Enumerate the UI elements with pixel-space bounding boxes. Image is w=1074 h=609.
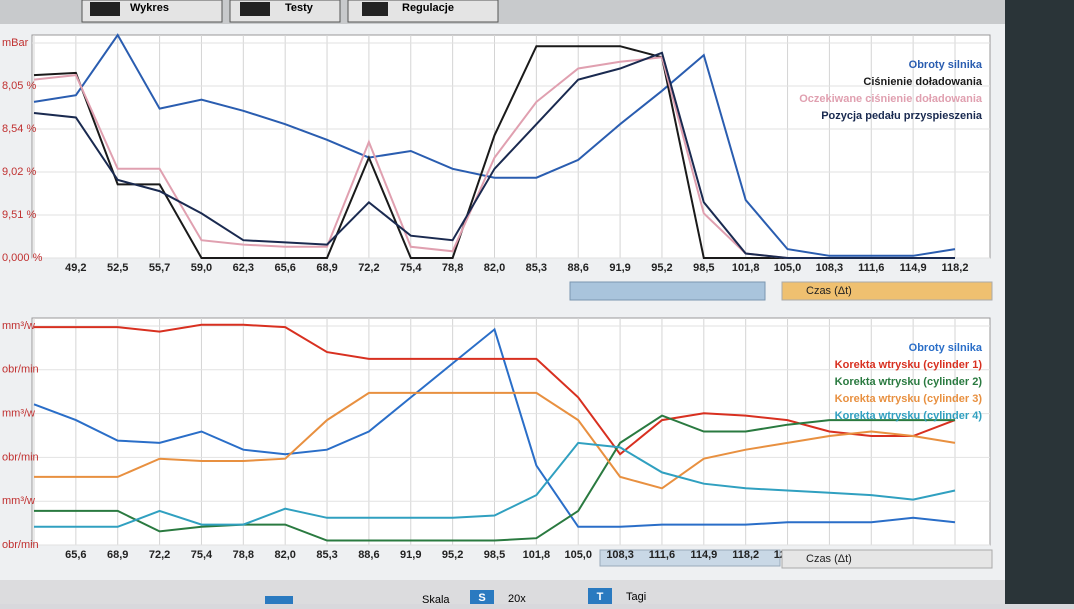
axis-unit-label: mm³/w	[2, 320, 35, 332]
axis-unit-label: 8,05 %	[2, 80, 36, 92]
scrollbar-thumb[interactable]	[599, 549, 781, 567]
footer-label: Skala	[422, 594, 450, 604]
legend-entry: Korekta wtrysku (cylinder 1)	[835, 359, 983, 371]
x-tick-label: 118,2	[732, 549, 759, 561]
x-tick-label: 59,0	[191, 262, 212, 274]
x-tick-label: 78,8	[442, 262, 463, 274]
x-tick-label: 75,4	[400, 262, 422, 274]
x-tick-label: 111,6	[858, 262, 884, 274]
tab[interactable]: Testy	[229, 0, 341, 23]
x-tick-label: 72,2	[149, 549, 170, 561]
axis-unit-label: mm³/w	[2, 495, 35, 507]
tab-icon	[240, 2, 270, 16]
series-line	[34, 441, 956, 528]
x-tick-label: 114,9	[690, 549, 717, 561]
series-line	[33, 327, 956, 528]
footer-button[interactable]	[588, 588, 612, 604]
tab-label: Regulacje	[402, 2, 454, 14]
x-tick-label: 108,3	[606, 549, 634, 561]
x-tick-label: 118,2	[942, 262, 969, 274]
dropdown	[781, 281, 993, 301]
x-tick-label: 88,6	[568, 262, 589, 274]
axis-unit-label: 0,000 %	[2, 252, 43, 264]
legend-entry: Obroty silnika	[909, 342, 983, 354]
legend-entry: Oczekiwane ciśnienie doładowania	[799, 93, 983, 105]
dropdown-label: Czas (Δt)	[806, 285, 852, 297]
x-tick-label: 78,8	[233, 549, 254, 561]
plot-area	[31, 317, 991, 546]
x-tick-label: 72,2	[358, 262, 379, 274]
x-tick-label: 111,6	[649, 549, 675, 561]
x-tick-label: 68,9	[316, 262, 337, 274]
x-tick-label: 55,7	[149, 262, 170, 274]
footer-bar	[0, 580, 1005, 604]
axis-unit-label: mBar	[2, 37, 29, 49]
axis-unit-label: 8,54 %	[2, 123, 36, 135]
x-tick-label: 49,2	[65, 262, 86, 274]
x-tick-label: 85,3	[526, 262, 547, 274]
x-tick-label: 95,2	[651, 262, 672, 274]
plot-area	[31, 34, 991, 259]
x-tick-label: 82,0	[484, 262, 505, 274]
x-tick-label: 91,9	[609, 262, 630, 274]
tab-label: Wykres	[130, 2, 169, 14]
x-tick-label: 52,5	[107, 262, 128, 274]
tab[interactable]: Wykres	[81, 0, 223, 23]
axis-unit-label: 9,02 %	[2, 166, 36, 178]
x-tick-label: 105,0	[774, 262, 802, 274]
x-tick-label: 85,3	[316, 549, 337, 561]
x-tick-label: 98,5	[484, 549, 505, 561]
x-tick-label: 108,3	[816, 262, 844, 274]
footer-icon: T	[597, 591, 604, 603]
axis-unit-label: obr/min	[2, 539, 39, 551]
scrollbar-thumb[interactable]	[569, 281, 766, 301]
x-tick-label: 75,4	[191, 549, 213, 561]
x-tick-label: 105,0	[564, 549, 592, 561]
series-line	[34, 414, 955, 542]
axis-unit-label: obr/min	[2, 364, 39, 376]
axis-unit-label: obr/min	[2, 451, 39, 463]
axis-unit-label: 9,51 %	[2, 209, 36, 221]
legend-entry: Pozycja pedału przyspieszenia	[821, 110, 983, 122]
x-tick-label: 62,3	[233, 262, 254, 274]
x-tick-label: 65,6	[65, 549, 86, 561]
series-line	[34, 391, 956, 490]
series-line	[33, 33, 956, 257]
legend-entry: Obroty silnika	[909, 59, 983, 71]
monitor-frame	[1005, 0, 1074, 604]
footer-button[interactable]	[265, 596, 293, 604]
tab-label: Testy	[285, 2, 314, 14]
x-tick-label: 114,9	[900, 262, 927, 274]
x-tick-label: 101,8	[732, 262, 760, 274]
x-tick-label: 82,0	[274, 549, 295, 561]
x-tick-label: 101,8	[523, 549, 551, 561]
x-tick-label: 88,6	[358, 549, 379, 561]
series-line	[33, 51, 955, 259]
axis-unit-label: mm³/w	[2, 408, 35, 420]
dropdown	[781, 549, 993, 569]
x-tick-label: 65,6	[274, 262, 295, 274]
tab-icon	[90, 2, 120, 16]
footer-icon: S	[478, 592, 485, 604]
legend-entry: Korekta wtrysku (cylinder 4)	[835, 410, 983, 422]
dropdown-label: Czas (Δt)	[806, 553, 852, 565]
x-tick-label: 68,9	[107, 549, 128, 561]
tab[interactable]: Regulacje	[347, 0, 499, 23]
tab-icon	[362, 2, 388, 16]
x-tick-label: 91,9	[400, 549, 421, 561]
scale-value[interactable]: 20x	[508, 593, 526, 605]
legend-entry: Korekta wtrysku (cylinder 2)	[835, 376, 983, 388]
legend-entry: Ciśnienie doładowania	[863, 76, 982, 88]
x-tick-label: 98,5	[693, 262, 714, 274]
legend-entry: Korekta wtrysku (cylinder 3)	[835, 393, 983, 405]
footer-label: Tagi	[626, 591, 646, 603]
footer-button[interactable]	[470, 590, 494, 604]
x-tick-label: 95,2	[442, 549, 463, 561]
